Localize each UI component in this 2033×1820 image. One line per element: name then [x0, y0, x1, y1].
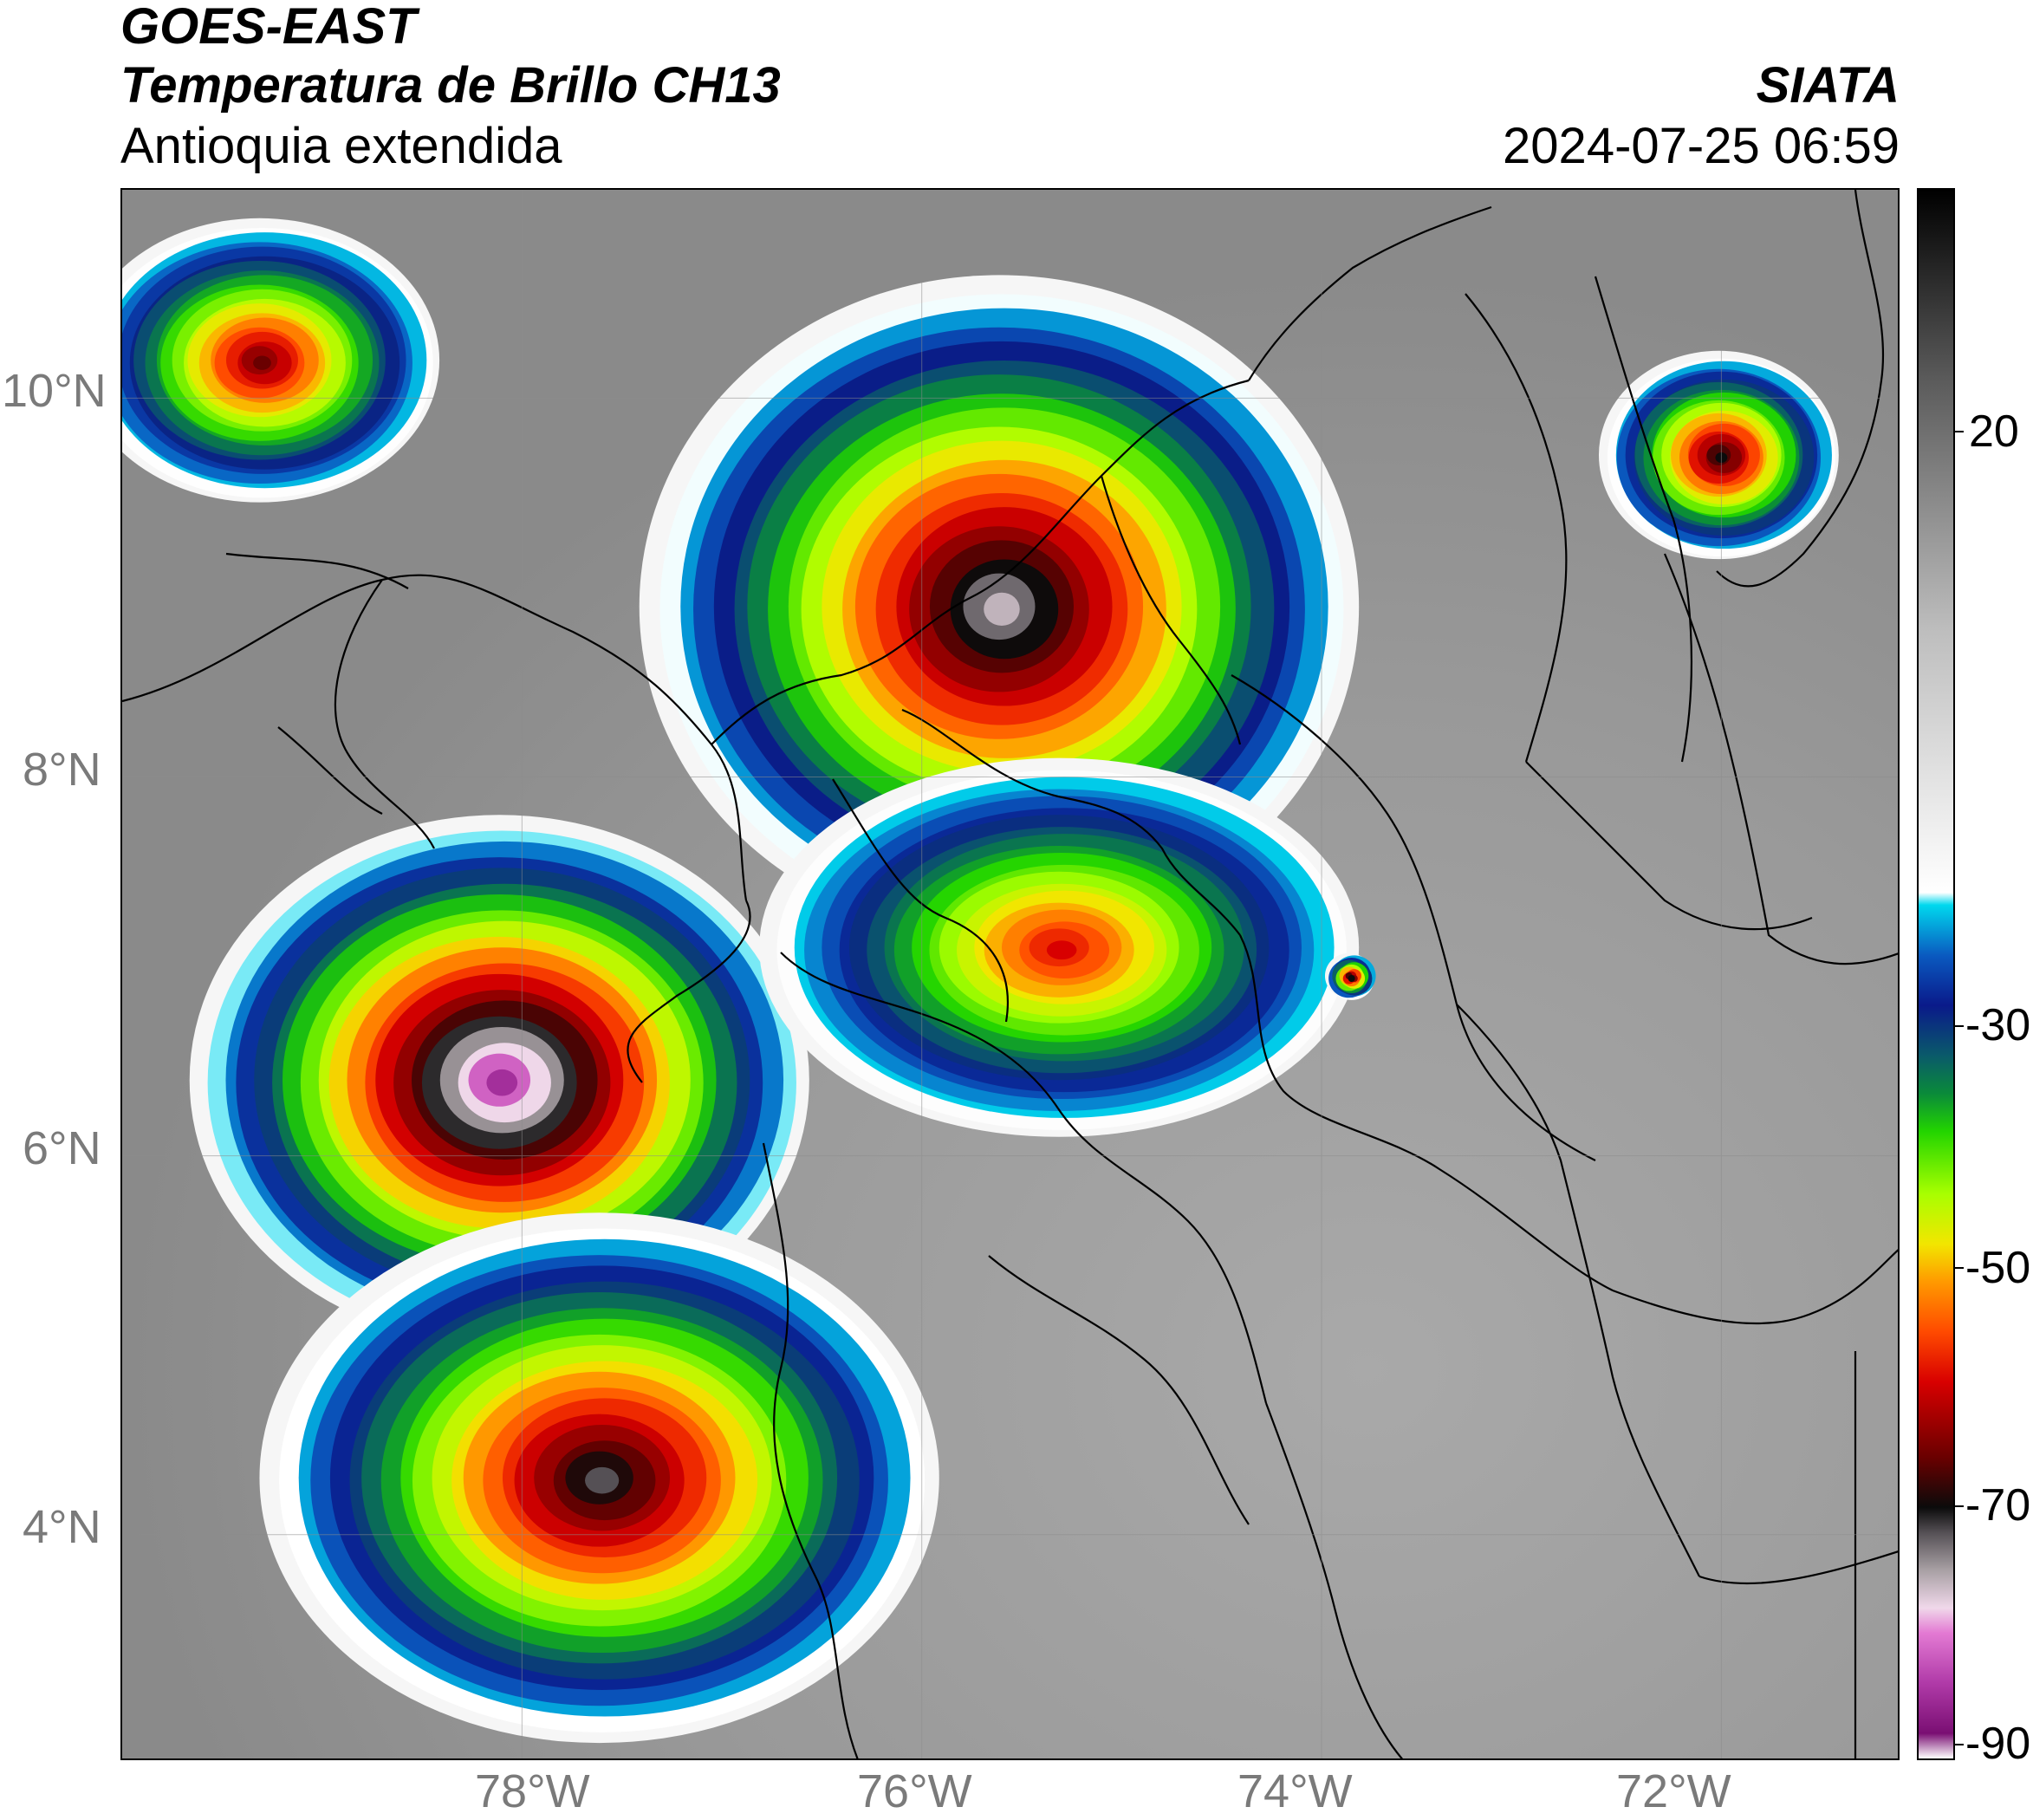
lon-tick-72w: 72°W [1616, 1765, 1731, 1817]
storm-cell-ring [585, 1466, 620, 1494]
cb-tick-minus50 [1955, 1267, 1964, 1269]
lat-tick-10n: 10°N [2, 365, 107, 417]
lat-tick-4n: 4°N [23, 1501, 101, 1553]
cb-tick-minus70 [1955, 1505, 1964, 1507]
storm-cell-2 [189, 815, 809, 1346]
region-subtitle: Antioquia extendida [120, 118, 562, 174]
storm-cell-ring [1348, 975, 1355, 982]
colorbar-label-minus70: -70 [1965, 1480, 2031, 1531]
colorbar-label-minus30: -30 [1965, 1000, 2031, 1050]
storm-cells-layer [122, 218, 1839, 1744]
lat-tick-8n: 8°N [23, 744, 101, 796]
storm-cell-7 [1324, 952, 1376, 1000]
cb-tick-minus90 [1955, 1744, 1964, 1745]
brightness-temperature-map[interactable] [120, 188, 1900, 1760]
storm-cell-6 [1598, 350, 1839, 560]
satellite-title: GOES-EAST [120, 0, 417, 55]
product-title: Temperatura de Brillo CH13 [120, 57, 781, 114]
lat-lon-grid [122, 190, 1898, 1758]
storm-cell-5 [122, 218, 440, 503]
colorbar-label-minus90: -90 [1965, 1719, 2031, 1769]
temperature-colorbar [1917, 188, 1955, 1760]
agency-label: SIATA [1756, 57, 1900, 114]
map-canvas [122, 190, 1898, 1758]
lon-tick-76w: 76°W [857, 1765, 972, 1817]
lat-tick-6n: 6°N [23, 1122, 101, 1174]
lon-tick-74w: 74°W [1237, 1765, 1353, 1817]
datetime-label: 2024-07-25 06:59 [1503, 118, 1900, 174]
colorbar-label-minus50: -50 [1965, 1243, 2031, 1293]
storm-cell-1 [639, 275, 1360, 939]
storm-cell-ring [486, 1069, 518, 1096]
storm-cell-ring [984, 592, 1020, 626]
cb-tick-20 [1955, 431, 1964, 432]
colorbar-label-20: 20 [1969, 406, 2019, 457]
storm-cell-3 [259, 1212, 939, 1744]
storm-cell-ring [1046, 940, 1077, 960]
storm-cell-ring [253, 355, 271, 370]
cb-tick-minus30 [1955, 1025, 1964, 1027]
storm-cell-4 [759, 757, 1360, 1137]
lon-tick-78w: 78°W [475, 1765, 590, 1817]
